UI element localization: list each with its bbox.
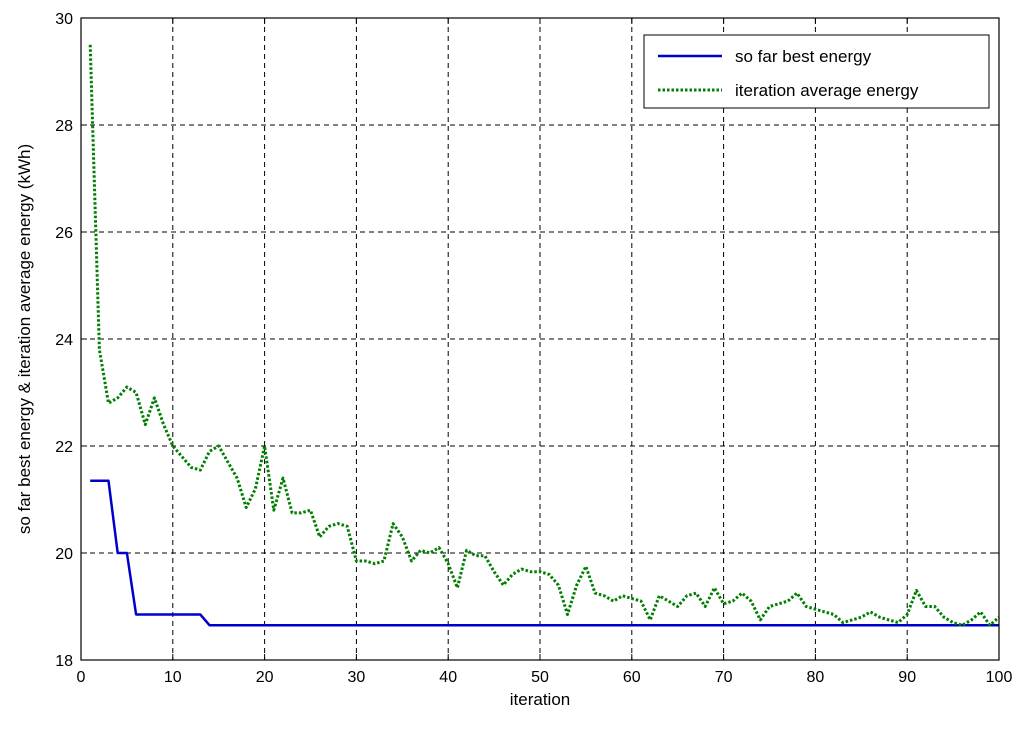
x-tick-label: 70 — [715, 669, 733, 686]
y-tick-label: 28 — [55, 118, 73, 135]
x-tick-label: 0 — [77, 669, 86, 686]
legend-label-0: so far best energy — [735, 47, 872, 66]
grid-lines — [81, 18, 999, 660]
series-line-0 — [90, 479, 999, 627]
legend: so far best energy iteration average ener… — [643, 34, 990, 109]
y-tick-label: 30 — [55, 11, 73, 28]
x-tick-label: 30 — [348, 669, 366, 686]
x-tick-label: 50 — [531, 669, 549, 686]
y-tick-label: 18 — [55, 653, 73, 670]
y-tick-label: 20 — [55, 546, 73, 563]
legend-label-1: iteration average energy — [735, 81, 919, 100]
x-axis-label: iteration — [510, 690, 570, 709]
y-axis-label: so far best energy & iteration average e… — [15, 144, 34, 534]
x-tick-label: 10 — [164, 669, 182, 686]
series-line-1 — [88, 44, 1000, 627]
y-tick-label: 24 — [55, 332, 73, 349]
x-tick-label: 100 — [986, 669, 1013, 686]
x-tick-label: 20 — [256, 669, 274, 686]
x-tick-label: 90 — [898, 669, 916, 686]
y-tick-label: 22 — [55, 439, 73, 456]
y-tick-label: 26 — [55, 225, 73, 242]
series-layer — [88, 44, 1000, 627]
legend-box — [643, 34, 990, 109]
x-tick-label: 40 — [439, 669, 457, 686]
axis-ticks: 0 10 20 30 40 50 60 70 80 90 100 18 20 22 24 26 28 30 — [55, 11, 1012, 686]
x-tick-label: 80 — [807, 669, 825, 686]
x-tick-label: 60 — [623, 669, 641, 686]
